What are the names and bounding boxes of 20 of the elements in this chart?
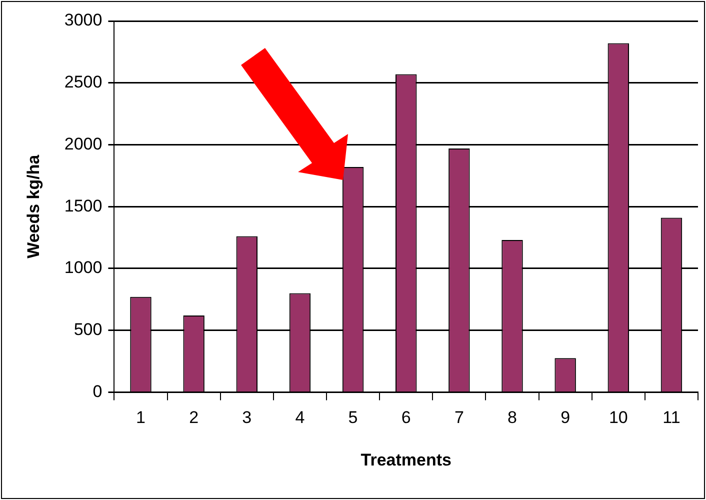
x-tick-label: 11 [662,408,680,428]
x-tick-label: 6 [401,408,411,428]
x-tick-label: 5 [348,408,358,428]
x-tick-label: 2 [189,408,199,428]
y-tick-label: 1500 [64,196,102,216]
x-tick-label: 9 [560,408,570,428]
x-tick-label: 4 [295,408,305,428]
x-tick-label: 1 [136,408,146,428]
y-tick-label: 500 [74,320,102,340]
y-tick-label: 2500 [64,72,102,92]
x-axis-title: Treatments [360,450,452,470]
x-tick-label: 10 [608,408,628,428]
x-tick-label: 7 [454,408,464,428]
y-axis-title: Weeds kg/ha [24,154,43,258]
y-tick-label: 2000 [64,134,102,154]
x-tick-label: 8 [508,408,517,428]
y-tick-label: 1000 [64,258,102,278]
y-tick-label: 0 [92,382,102,401]
y-tick-label: 3000 [64,10,102,30]
x-tick-label: 3 [242,408,252,428]
